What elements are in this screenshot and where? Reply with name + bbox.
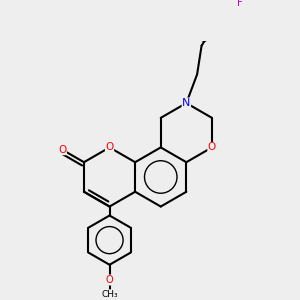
Text: O: O — [58, 145, 66, 155]
Text: O: O — [105, 142, 114, 152]
Text: F: F — [237, 0, 243, 8]
Text: CH₃: CH₃ — [101, 290, 118, 299]
Text: O: O — [106, 275, 113, 285]
Text: N: N — [182, 98, 190, 108]
Text: O: O — [208, 142, 216, 152]
